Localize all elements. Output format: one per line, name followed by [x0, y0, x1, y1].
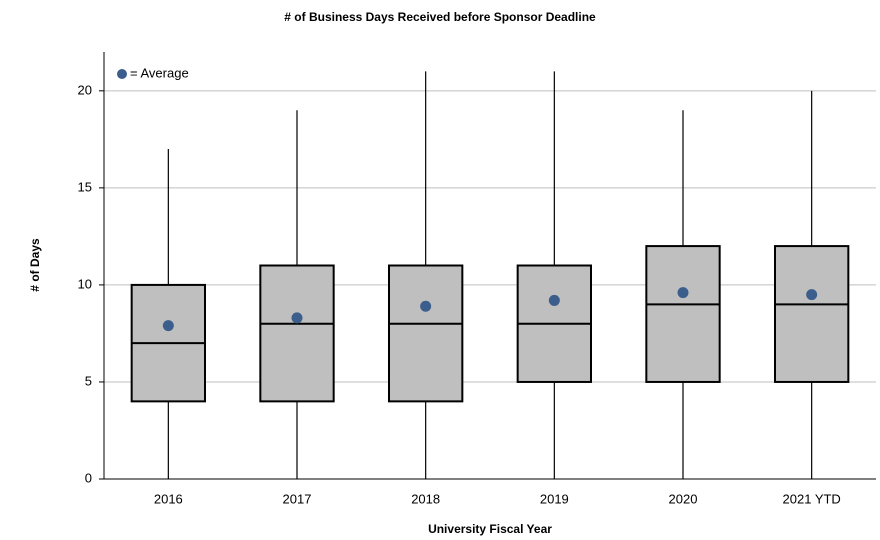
- x-tick-label: 2021 YTD: [783, 491, 841, 506]
- mean-dot: [806, 289, 818, 301]
- mean-dot: [162, 320, 174, 332]
- y-tick-label: 10: [78, 276, 92, 291]
- y-tick-label: 15: [78, 179, 92, 194]
- legend-label: = Average: [130, 65, 189, 80]
- mean-dot: [291, 312, 303, 324]
- box: [773, 245, 850, 383]
- box: [259, 264, 335, 403]
- x-axis-label: University Fiscal Year: [428, 522, 552, 536]
- mean-dot: [677, 287, 689, 299]
- chart-title: # of Business Days Received before Spons…: [284, 10, 596, 24]
- legend-dot: [117, 69, 127, 79]
- mean-dot: [420, 300, 432, 312]
- x-tick-label: 2019: [540, 491, 569, 506]
- box: [645, 245, 721, 383]
- x-tick-label: 2018: [411, 491, 440, 506]
- x-tick-label: 2017: [283, 491, 312, 506]
- y-tick-label: 0: [85, 470, 92, 485]
- x-tick-label: 2016: [154, 491, 183, 506]
- box: [387, 264, 464, 403]
- x-tick-label: 2020: [669, 491, 698, 506]
- y-axis-label: # of Days: [28, 238, 42, 292]
- mean-dot: [548, 294, 560, 306]
- y-tick-label: 20: [78, 82, 92, 97]
- y-tick-label: 5: [85, 373, 92, 388]
